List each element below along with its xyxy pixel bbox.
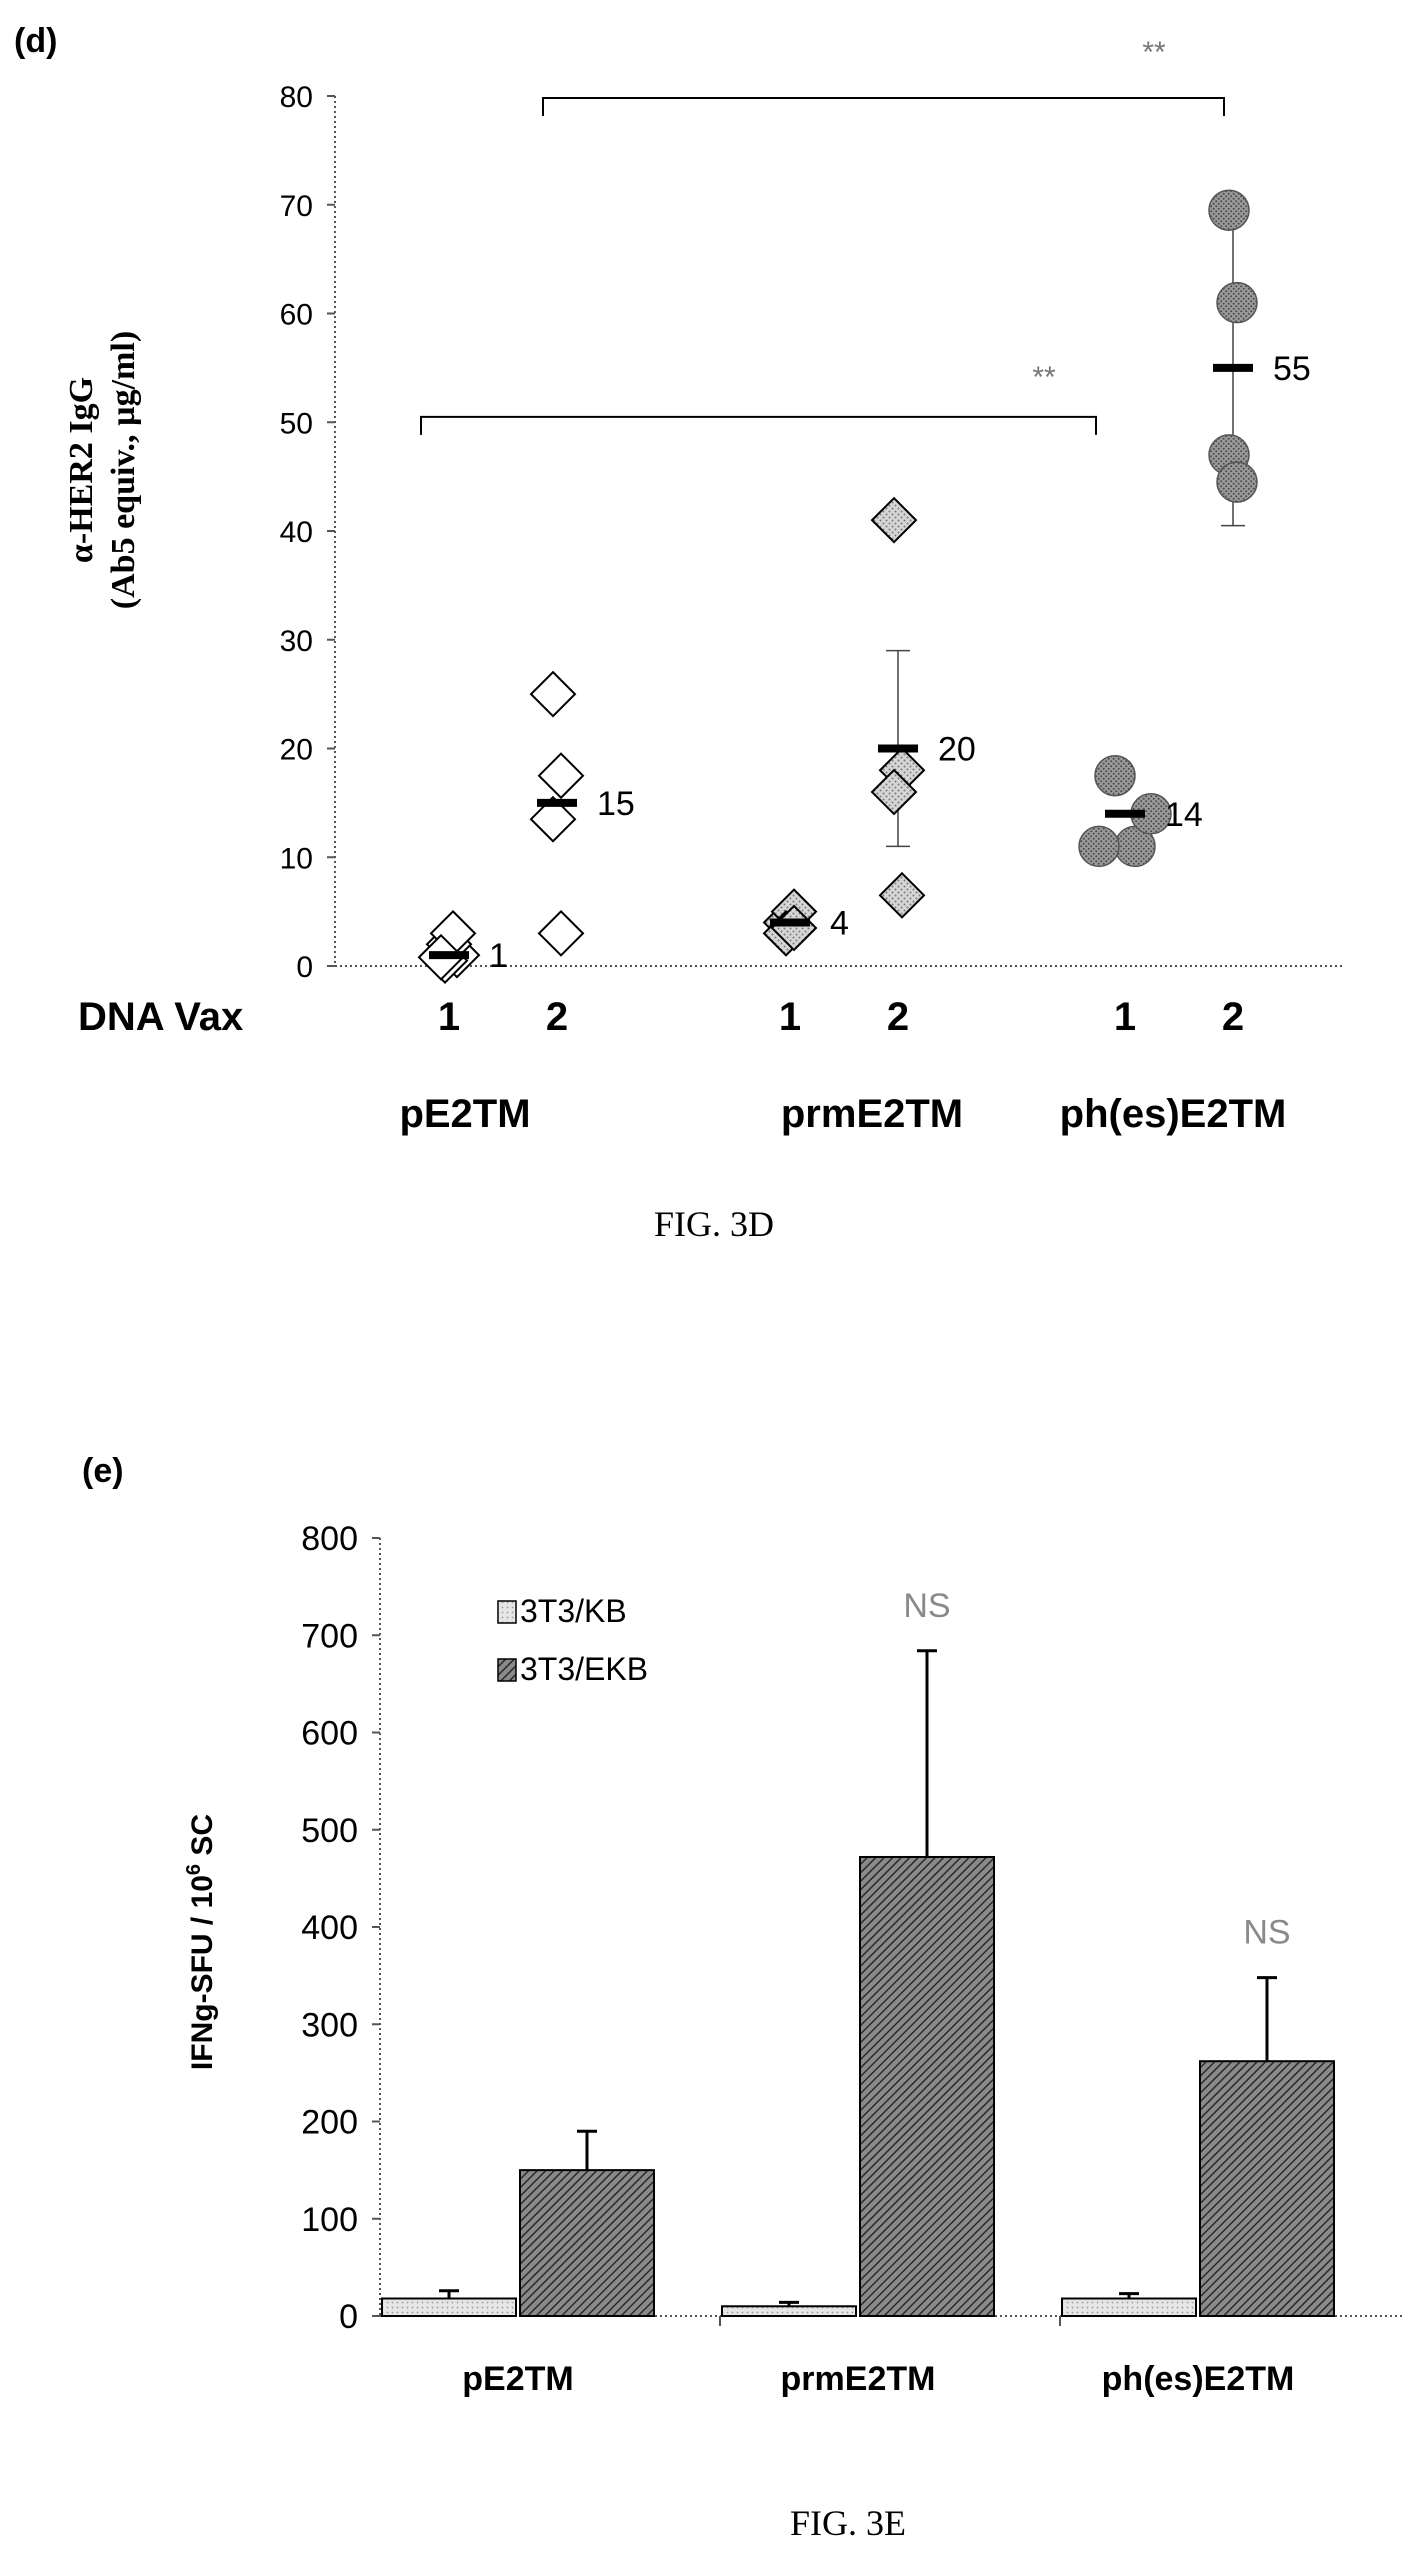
panel-d-y-tick-label: 50 [280,407,313,440]
panel-d-prme2tm-dose-2-point [870,768,918,816]
panel-d-ylabel-line2: (Ab5 equiv., µg/ml) [105,331,142,609]
panel-d-data-marks: 1 15 4 20 14 55 [417,189,1311,984]
panel-e-y-tick-label: 500 [301,1812,358,1850]
panel-d-y-tick-label: 30 [280,625,313,658]
panel-d-ph-es-e2tm-dose-1-mean-label: 14 [1165,796,1203,834]
panel-d-group-label-pe2tm: pE2TM [399,1092,530,1136]
panel-d-group-label-ph-es-e2tm: ph(es)E2TM [1060,1092,1287,1136]
panel-e-bars: NS NS [381,1587,1335,2318]
panel-d-y-axis-title: α-HER2 IgG (Ab5 equiv., µg/ml) [63,331,142,609]
panel-d-pe2tm-dose-2-point [537,909,585,957]
panel-d-ph-es-e2tm-dose-2-point [1216,461,1258,503]
panel-d-pe2tm-dose-2-point [529,795,577,843]
panel-d-pe2tm-dose-1-dose-label: 1 [438,995,460,1039]
panel-e-y-tick-label: 700 [301,1617,358,1655]
panel-e-y-tick-label: 0 [339,2298,358,2336]
panel-e-y-tick-label: 400 [301,1909,358,1947]
panel-e-ns-annotation: NS [1243,1914,1290,1952]
panel-e-ylabel-sup: 6 [183,1864,205,1875]
panel-d-pe2tm-dose-2-mean-label: 15 [597,785,635,823]
panel-e-bar-prme2tm-3t3-kb [721,2305,857,2317]
legend-label-3t3-kb: 3T3/KB [520,1593,627,1629]
panel-d-ph-es-e2tm-dose-1-point [1094,754,1136,797]
panel-d-ph-es-e2tm-dose-1-point [1078,825,1120,868]
panel-e-ylabel-suffix: SC [186,1814,219,1864]
panel-d-ph-es-e2tm-dose-2-point [1208,189,1250,231]
panel-d-bracket [420,415,1097,435]
panel-e-ylabel: IFNg-SFU / 106 SC [183,1814,219,2070]
panel-d-bracket-label: ** [1032,361,1056,394]
panel-d-ph-es-e2tm-dose-1-dose-label: 1 [1114,995,1136,1039]
panel-d-pe2tm-dose-1-mean-label: 1 [489,937,508,975]
panel-d-axes: 0 10 20 30 40 50 60 70 80 [280,81,1345,984]
panel-d-y-tick-label: 80 [280,81,313,114]
panel-d-y-tick-label: 10 [280,842,313,875]
panel-e-x-label-prme2tm: prmE2TM [781,2360,936,2398]
panel-e-bar-ph-es-e2tm-3t3-ekb [1199,2060,1335,2318]
panel-e-x-labels: pE2TM prmE2TM ph(es)E2TM [462,2360,1294,2398]
panel-d-caption: FIG. 3D [654,1204,774,1244]
panel-d-significance-brackets: ** ** [420,36,1225,435]
panel-d-x-labels: 1 2 1 2 1 2 pE2TM prmE2TM ph(es)E2TM [399,995,1286,1136]
panel-d-y-tick-label: 40 [280,516,313,549]
panel-d-y-tick-label: 20 [280,734,313,767]
panel-e-y-tick-label: 300 [301,2006,358,2044]
panel-e-y-tick-label: 600 [301,1715,358,1753]
panel-d-ph-es-e2tm-dose-2-mean-label: 55 [1273,350,1311,388]
panel-e-ns-annotation: NS [903,1587,950,1625]
panel-e-y-tick-label: 100 [301,2201,358,2239]
panel-d-prme2tm-dose-2-mean-label: 20 [938,731,976,769]
panel-d-prme2tm-dose-1-mean-label: 4 [830,905,849,943]
legend-label-3t3-ekb: 3T3/EKB [520,1651,648,1687]
legend-swatch-3t3-kb [497,1600,517,1624]
panel-d-prme2tm-dose-2-point [870,496,918,544]
panel-e-label: (e) [82,1452,124,1490]
panel-d-x-row-label: DNA Vax [78,995,243,1039]
panel-e-caption: FIG. 3E [790,2503,906,2543]
legend-swatch-3t3-ekb [497,1658,517,1682]
panel-e-y-tick-label: 200 [301,2104,358,2142]
panel-e-bar-ph-es-e2tm-3t3-kb [1061,2297,1197,2318]
panel-e-bar-pe2tm-3t3-ekb [519,2169,655,2317]
panel-e-x-label-pe2tm: pE2TM [462,2360,573,2398]
panel-d-group-label-prme2tm: prmE2TM [781,1092,963,1136]
panel-e-legend: 3T3/KB 3T3/EKB [497,1593,648,1687]
panel-d-prme2tm-dose-1-dose-label: 1 [779,995,801,1039]
panel-d-pe2tm-dose-2-dose-label: 2 [546,995,568,1039]
panel-d-label: (d) [14,22,57,60]
panel-d-ph-es-e2tm-dose-2-dose-label: 2 [1222,995,1244,1039]
panel-d-prme2tm-dose-2-dose-label: 2 [887,995,909,1039]
panel-d-ph-es-e2tm-dose-2-point [1216,281,1258,324]
panel-d-y-tick-label: 0 [296,951,313,984]
panel-d-bracket-label: ** [1142,36,1166,69]
panel-e-y-tick-label: 800 [301,1520,358,1558]
panel-d-prme2tm-dose-2-point [878,871,926,919]
panel-d-ylabel-line1: α-HER2 IgG [63,377,100,563]
panel-e-bar-prme2tm-3t3-ekb [859,1855,995,2317]
panel-d-bracket [542,97,1225,116]
panel-d-y-tick-label: 70 [280,190,313,223]
panel-d-pe2tm-dose-2-point [529,670,577,718]
panel-d-pe2tm-dose-2-point [537,752,585,800]
panel-e-x-label-ph-es-e2tm: ph(es)E2TM [1102,2360,1295,2398]
panel-d-y-tick-label: 60 [280,299,313,332]
panel-e-bar-pe2tm-3t3-kb [381,2297,517,2318]
panel-e-ylabel-main: IFNg-SFU / 10 [186,1875,219,2070]
